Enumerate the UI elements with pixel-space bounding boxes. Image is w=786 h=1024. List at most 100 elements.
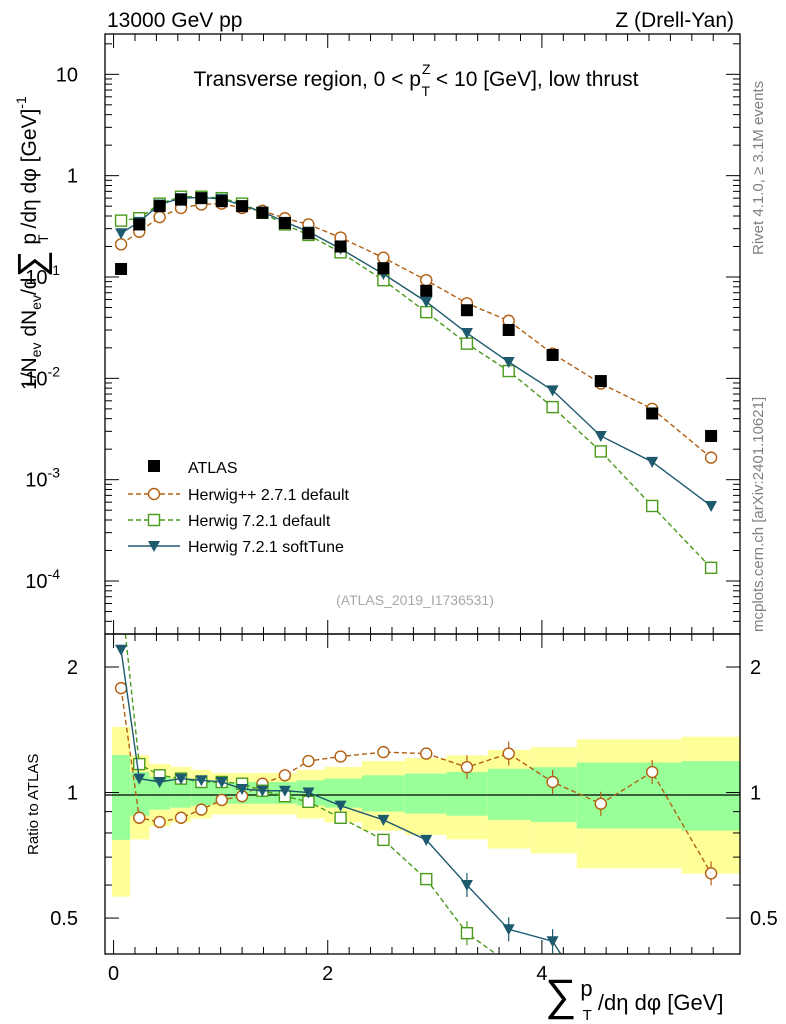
- ratio-point-hpp: [645, 765, 659, 779]
- ratio-point-h7soft: [195, 775, 208, 787]
- main-point-hpp: [420, 273, 433, 287]
- ratio-band-inner: [446, 772, 488, 816]
- main-point-atlas: [594, 375, 607, 388]
- legend-atlas-label: ATLAS: [188, 460, 238, 477]
- ratio-point-h7: [133, 757, 146, 771]
- ratio-point-h7: [420, 872, 433, 886]
- main-point-atlas: [195, 192, 208, 205]
- x-tick-label: 0: [108, 963, 119, 985]
- ratio-point-hpp: [215, 793, 228, 807]
- main-point-h7: [420, 305, 433, 319]
- ratio-point-h7soft: [302, 787, 315, 799]
- main-point-atlas: [278, 217, 291, 230]
- ratio-point-h7soft: [133, 773, 146, 785]
- main-point-atlas: [215, 195, 228, 208]
- main-point-h7: [460, 337, 474, 350]
- main-point-h7soft: [546, 385, 559, 397]
- main-point-h7: [594, 445, 607, 458]
- ratio-point-h7soft: [460, 880, 473, 892]
- main-point-hpp: [114, 238, 128, 251]
- y-tick-label-main: 10: [56, 64, 78, 86]
- y-tick-label-main: 1: [67, 166, 78, 188]
- ratio-tick-label-right: 0.5: [750, 908, 778, 930]
- legend-h7soft-marker: [148, 541, 160, 552]
- ratio-tick-label-left: 2: [67, 657, 78, 679]
- ratio-point-h7soft: [546, 936, 559, 948]
- legend-h7-marker: [147, 513, 161, 527]
- legend-hpp-marker: [147, 487, 161, 501]
- y-tick-label-main: 10-2: [25, 363, 60, 390]
- analysis-id: (ATLAS_2019_I1736531): [336, 592, 494, 608]
- main-point-atlas: [133, 218, 146, 231]
- main-point-atlas: [256, 206, 269, 219]
- ratio-band-inner: [681, 761, 741, 831]
- legend-h7soft-label: Herwig 7.2.1 softTune: [188, 539, 344, 556]
- ratio-point-h7soft: [420, 834, 433, 846]
- main-point-atlas: [302, 227, 315, 240]
- rivet-label: Rivet 4.1.0, ≥ 3.1M events: [750, 81, 767, 255]
- ratio-band-inner: [130, 772, 150, 816]
- main-point-atlas: [646, 407, 659, 420]
- main-point-h7soft: [705, 500, 718, 512]
- main-point-h7soft: [502, 356, 515, 368]
- ratio-point-h7soft: [236, 783, 249, 795]
- ratio-point-hpp: [704, 867, 718, 880]
- main-point-h7: [546, 400, 559, 414]
- main-point-h7: [645, 499, 659, 513]
- ratio-point-hpp: [377, 745, 390, 759]
- main-line-hpp: [120, 202, 712, 459]
- main-point-atlas: [175, 193, 188, 206]
- ratio-point-hpp: [195, 803, 208, 816]
- ratio-point-hpp: [278, 769, 292, 782]
- ratio-band-inner: [170, 778, 192, 808]
- main-point-h7soft: [460, 328, 473, 340]
- mcplots-label: mcplots.cern.ch [arXiv:2401.10621]: [750, 397, 767, 632]
- main-point-atlas: [420, 284, 433, 297]
- ratio-band-inner: [149, 776, 171, 810]
- ratio-point-h7soft: [502, 924, 515, 936]
- main-point-hpp: [153, 210, 166, 224]
- ratio-point-h7: [460, 926, 474, 940]
- ratio-tick-label-left: 0.5: [50, 908, 78, 930]
- y-axis-label: 1/Nev dNev/d∑ pT /dη dφ [GeV]-1: [11, 96, 53, 390]
- ratio-point-hpp: [133, 811, 146, 824]
- main-point-atlas: [460, 304, 473, 317]
- main-point-atlas: [502, 323, 515, 336]
- ratio-band-inner: [404, 773, 447, 814]
- main-point-h7: [114, 214, 128, 227]
- legend: ATLAS Herwig++ 2.7.1 default Herwig 7.2.…: [128, 460, 350, 556]
- ratio-point-hpp: [302, 754, 315, 768]
- main-point-atlas: [546, 348, 559, 361]
- x-tick-label: 2: [322, 963, 333, 985]
- main-point-atlas: [236, 200, 249, 213]
- x-axis-label: ∑ p T /dη dφ [GeV]: [545, 971, 723, 1024]
- ratio-point-h7soft: [153, 776, 166, 788]
- legend-h7-label: Herwig 7.2.1 default: [188, 513, 331, 530]
- series-layer: [114, 190, 718, 955]
- ratio-band-inner: [111, 755, 131, 840]
- y-tick-label-main: 10-3: [25, 465, 60, 492]
- ratio-point-h7soft: [334, 800, 347, 812]
- ratio-axis-label: Ratio to ATLAS: [25, 754, 42, 855]
- ratio-point-hpp: [153, 815, 166, 829]
- ratio-tick-label-left: 1: [67, 783, 78, 805]
- ratio-point-hpp: [420, 747, 433, 760]
- beam-label: 13000 GeV pp: [107, 9, 242, 32]
- main-point-hpp: [704, 451, 718, 464]
- ratio-point-h7soft: [377, 814, 390, 826]
- ratio-panel-frame: [104, 633, 741, 955]
- ratio-point-h7soft: [278, 785, 291, 797]
- ratio-band-inner: [487, 768, 531, 820]
- ratio-point-h7soft: [115, 644, 128, 656]
- main-point-h7soft: [594, 430, 607, 442]
- ratio-point-h7soft: [256, 785, 269, 797]
- main-point-h7: [704, 561, 718, 575]
- main-point-atlas: [377, 262, 390, 275]
- ratio-point-h7: [334, 811, 347, 824]
- ratio-band-inner: [361, 775, 405, 812]
- legend-hpp-label: Herwig++ 2.7.1 default: [188, 487, 350, 504]
- process-label: Z (Drell-Yan): [615, 9, 734, 32]
- ratio-point-h7soft: [175, 773, 188, 785]
- ratio-point-h7soft: [215, 776, 228, 788]
